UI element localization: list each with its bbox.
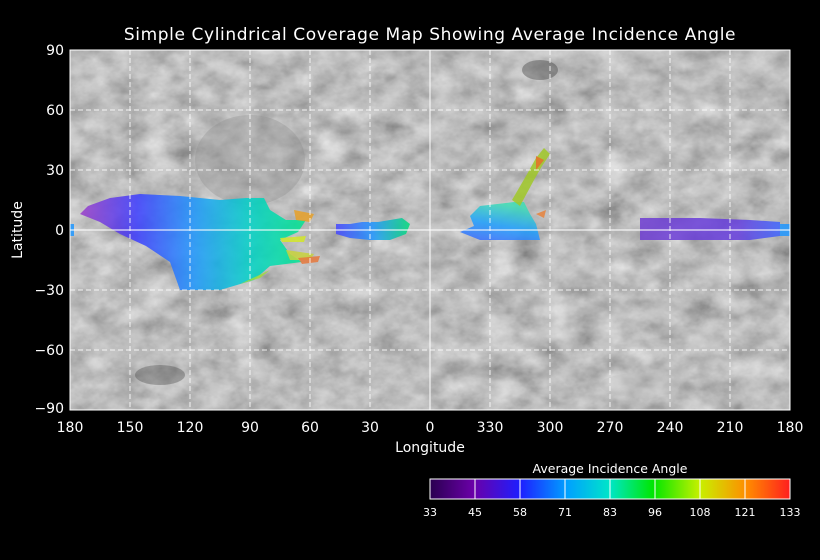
- map-grid: [70, 50, 790, 410]
- colorbar-tick-label: 96: [648, 506, 662, 519]
- coverage-streak: [240, 270, 270, 284]
- y-tick-label: −90: [34, 401, 64, 417]
- x-tick-label: 90: [241, 420, 259, 436]
- map-area: [69, 49, 791, 411]
- coverage-region-b: [336, 218, 410, 240]
- x-axis-label: Longitude: [395, 440, 465, 456]
- coverage-regions: [70, 148, 790, 290]
- basemap-crater: [522, 60, 558, 80]
- colorbar-tick-label: 58: [513, 506, 527, 519]
- colorbar-ticks: [474, 479, 746, 499]
- y-axis: 90 60 30 0 −30 −60 −90 Latitude: [10, 43, 64, 417]
- x-tick-label: 330: [477, 420, 504, 436]
- coverage-region-d: [640, 218, 780, 240]
- colorbar-tick-label: 133: [780, 506, 801, 519]
- coverage-ridge-high: [536, 156, 544, 170]
- basemap-crater: [135, 365, 185, 385]
- colorbar-tick-label: 45: [468, 506, 482, 519]
- x-axis: 180 150 120 90 60 30 0 330 300 270 240 2…: [57, 420, 804, 456]
- y-tick-label: 90: [46, 43, 64, 59]
- x-tick-label: 30: [361, 420, 379, 436]
- colorbar-tick-label: 83: [603, 506, 617, 519]
- colorbar-tick-label: 71: [558, 506, 572, 519]
- colorbar-legend: Average Incidence Angle 33 45 58 71 83 9…: [423, 461, 801, 519]
- x-tick-label: 60: [301, 420, 319, 436]
- x-tick-label: 240: [657, 420, 684, 436]
- basemap-crater: [600, 373, 680, 397]
- coverage-streak: [280, 236, 306, 242]
- x-tick-label: 270: [597, 420, 624, 436]
- x-tick-label: 120: [177, 420, 204, 436]
- y-tick-label: −30: [34, 283, 64, 299]
- x-tick-label: 180: [57, 420, 84, 436]
- y-tick-label: 60: [46, 103, 64, 119]
- x-tick-label: 300: [537, 420, 564, 436]
- y-tick-label: 0: [55, 223, 64, 239]
- basemap-crater-large: [195, 115, 305, 205]
- map-title: Simple Cylindrical Coverage Map Showing …: [124, 25, 736, 45]
- y-tick-label: −60: [34, 343, 64, 359]
- x-tick-label: 150: [117, 420, 144, 436]
- y-axis-label: Latitude: [10, 201, 26, 259]
- x-tick-label: 210: [717, 420, 744, 436]
- coverage-ridge-high: [536, 210, 546, 218]
- x-tick-label: 180: [777, 420, 804, 436]
- colorbar-tick-label: 108: [690, 506, 711, 519]
- y-tick-label: 30: [46, 163, 64, 179]
- coverage-streak: [294, 210, 314, 222]
- colorbar-title: Average Incidence Angle: [533, 461, 688, 476]
- coverage-streak: [298, 256, 320, 264]
- colorbar-tick-label: 33: [423, 506, 437, 519]
- x-tick-label: 0: [426, 420, 435, 436]
- colorbar-tick-label: 121: [735, 506, 756, 519]
- map-border: [69, 49, 791, 411]
